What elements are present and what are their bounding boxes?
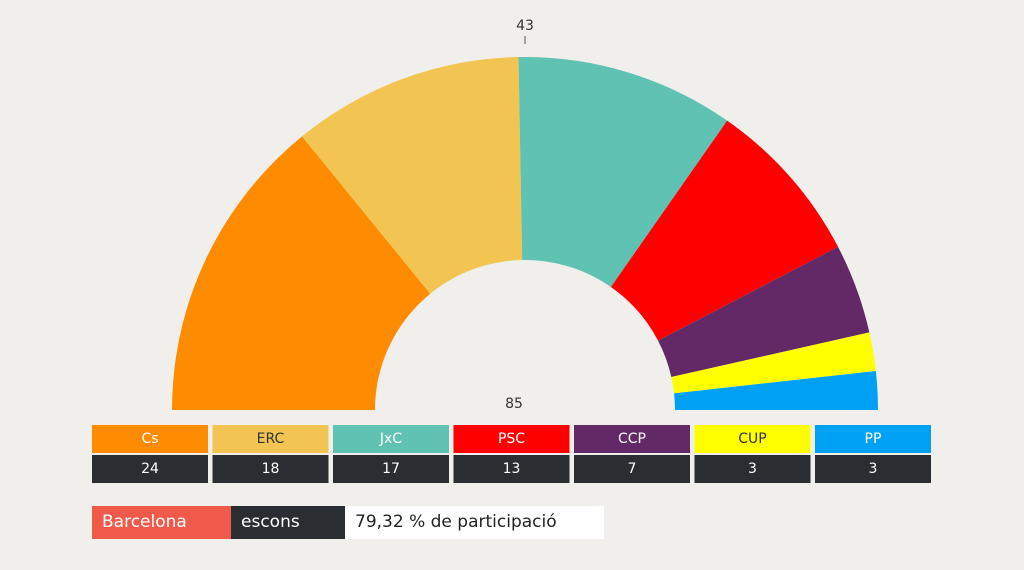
region-label: Barcelona bbox=[92, 506, 231, 539]
legend-swatch bbox=[453, 425, 570, 453]
legend-value-box bbox=[212, 455, 329, 483]
legend-name: PP bbox=[865, 431, 882, 447]
legend-name: CUP bbox=[738, 431, 766, 447]
seat-segment bbox=[302, 57, 523, 294]
seat-count: 24 bbox=[141, 461, 159, 477]
legend-value-box bbox=[815, 455, 931, 483]
legend-name: CCP bbox=[618, 431, 646, 447]
seat-segment bbox=[518, 57, 728, 288]
legend-swatch bbox=[694, 425, 811, 453]
seat-count: 17 bbox=[382, 461, 400, 477]
seat-segment bbox=[610, 120, 839, 341]
seat-count: 7 bbox=[628, 461, 637, 477]
seat-count: 13 bbox=[503, 461, 521, 477]
legend-value-box bbox=[453, 455, 570, 483]
seat-count: 18 bbox=[262, 461, 280, 477]
seat-segment bbox=[172, 136, 431, 410]
legend-name: ERC bbox=[257, 431, 285, 447]
legend-name: Cs bbox=[141, 431, 158, 447]
legend-swatch bbox=[574, 425, 690, 453]
total-label: 85 bbox=[505, 396, 523, 412]
seat-segment bbox=[658, 246, 870, 378]
seat-count: 3 bbox=[748, 461, 757, 477]
legend-swatch bbox=[815, 425, 931, 453]
legend-value-box bbox=[694, 455, 811, 483]
seat-count: 3 bbox=[869, 461, 878, 477]
legend-name: PSC bbox=[498, 431, 525, 447]
seat-segment bbox=[674, 370, 878, 410]
chart: 43 85 Cs 24 ERC 18 JxC 17 PSC 13 CCP 7 CUP 3 PP 3 bbox=[92, 18, 931, 483]
legend-swatch bbox=[92, 425, 208, 453]
unit-label: escons bbox=[231, 506, 345, 539]
legend-value-box bbox=[333, 455, 449, 483]
seat-segment bbox=[671, 332, 876, 394]
participation-label: 79,32 % de participació bbox=[345, 506, 604, 539]
legend-value-box bbox=[574, 455, 690, 483]
legend-swatch bbox=[333, 425, 449, 453]
legend-value-box bbox=[92, 455, 208, 483]
legend-name: JxC bbox=[379, 431, 402, 447]
majority-label: 43 bbox=[516, 18, 534, 34]
legend-swatch bbox=[212, 425, 329, 453]
